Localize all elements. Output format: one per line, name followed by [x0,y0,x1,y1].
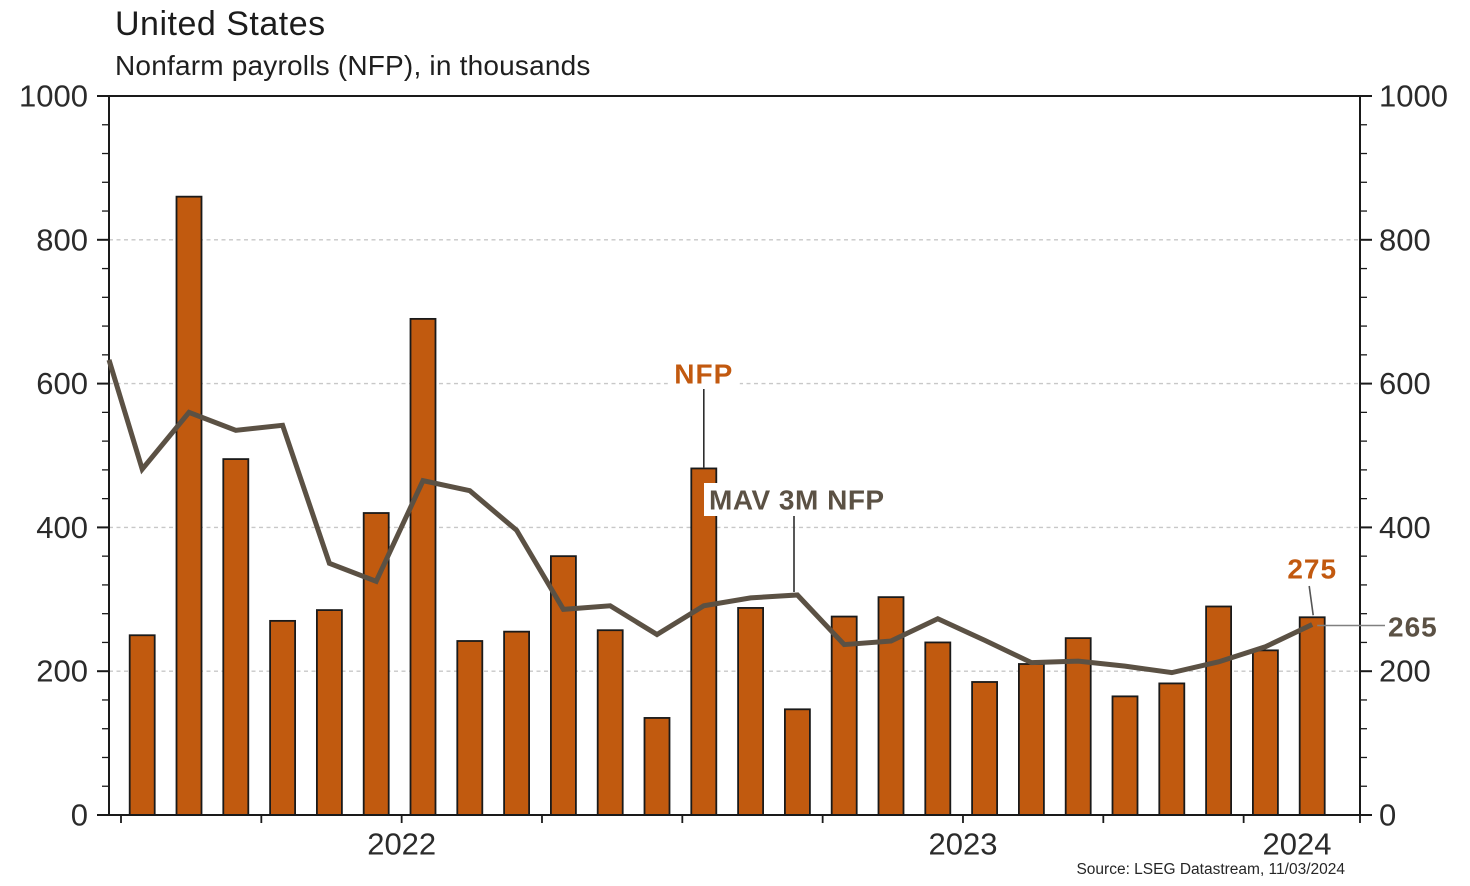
y-axis-label-right-800: 800 [1379,222,1431,257]
nfp-annotation: NFP [674,359,733,390]
y-axis-label-left-200: 200 [36,654,88,689]
nfp-bar-2023-07 [971,681,998,816]
x-axis-year-label-2023: 2023 [929,827,998,862]
last-bar-leader [1308,585,1314,616]
y-axis-label-left-800: 800 [36,222,88,257]
nfp-bar-2024-01 [1252,649,1279,816]
nfp-bar-2022-01 [128,634,156,816]
nfp-bar-2023-05 [877,596,905,816]
nfp-bar-2023-11 [1158,682,1186,816]
y-axis-label-left-1000: 1000 [19,79,88,114]
mav-annotation: MAV 3M NFP [709,485,885,516]
nfp-bar-2022-04 [269,619,297,816]
page-subtitle: Nonfarm payrolls (NFP), in thousands [115,50,591,81]
nfp-bar-2022-03 [222,458,250,816]
y-axis-label-right-200: 200 [1379,654,1431,689]
y-axis-label-right-0: 0 [1379,798,1396,833]
nfp-bar-2022-09 [503,630,531,816]
nfp-bar-2024-02 [1298,616,1326,816]
mav-annotation-bg [704,483,888,516]
nfp-bar-2023-06 [924,641,952,816]
nfp-bar-2022-11 [596,629,624,816]
mav-3m-line [106,359,1314,676]
nfp-bar-2023-09 [1064,637,1092,816]
page-title: United States [115,5,326,43]
source-note: Source: LSEG Datastream, 11/03/2024 [1076,861,1345,878]
y-axis-label-left-400: 400 [36,510,88,545]
last-bar-value-label: 275 [1287,554,1337,585]
nfp-bar-2022-02 [175,195,203,816]
nfp-bar-2022-05 [315,609,343,816]
nfp-bar-2023-02 [737,607,764,816]
nfp-bar-2023-08 [1018,663,1045,816]
nfp-bar-2022-08 [456,640,484,816]
y-axis-label-right-400: 400 [1379,510,1431,545]
nfp-annotation-bg [667,359,740,387]
last-mav-value-label: 265 [1388,612,1438,643]
y-axis-label-right-600: 600 [1379,366,1431,401]
nfp-bar-2022-12 [643,717,671,816]
y-axis-label-left-0: 0 [71,798,88,833]
nfp-bar-2023-12 [1205,605,1232,816]
y-axis-label-left-600: 600 [36,366,88,401]
nfp-bar-2023-01 [690,467,718,816]
nfp-bar-2022-07 [409,317,437,816]
y-axis-label-right-1000: 1000 [1379,79,1448,114]
nfp-bar-2023-10 [1111,695,1139,816]
nfp-bar-2023-03 [784,708,811,816]
x-axis-year-label-2022: 2022 [367,827,436,862]
x-axis-year-label-2024: 2024 [1263,827,1332,862]
